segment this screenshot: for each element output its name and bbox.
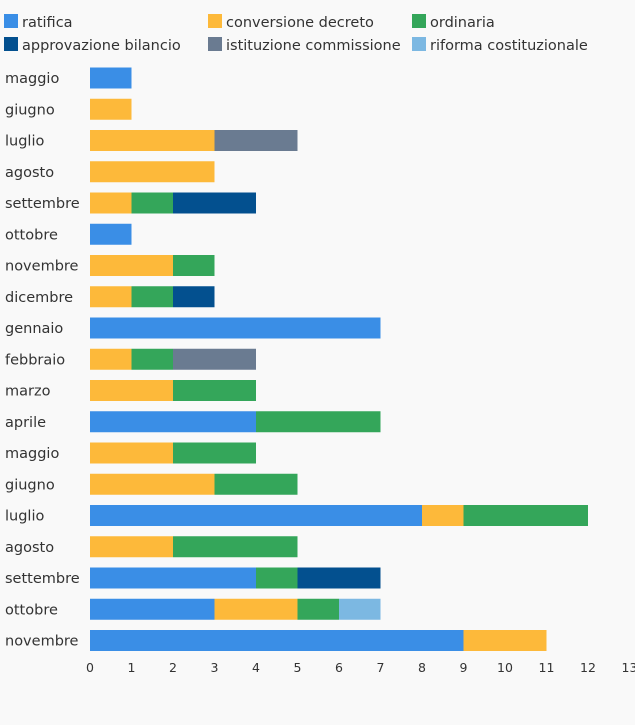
x-tick-label: 12 [580,660,596,675]
category-label: novembre [5,634,79,650]
bar-segment [463,505,588,526]
bar-segment [256,411,381,433]
legend-swatch-0 [4,14,18,28]
x-tick-label: 4 [252,660,260,675]
bar-segment [90,192,132,214]
x-tick-label: 6 [335,660,343,675]
bar-segment [214,473,298,495]
category-label: agosto [5,540,54,556]
bar-segment [90,223,132,245]
category-label: agosto [5,165,54,181]
bar-segment [90,67,132,89]
bar-segment [173,536,298,558]
x-tick-label: 8 [418,660,426,675]
legend: ratifica conversione decreto ordinaria appr… [4,14,588,54]
category-label: novembre [5,259,79,275]
bar-segment [90,255,173,276]
legend-swatch-3 [4,37,18,51]
category-label: settembre [5,571,80,587]
category-label: luglio [5,134,44,150]
bar-segment [90,130,215,151]
bars [90,67,588,651]
category-label: settembre [5,196,80,212]
bar-segment [339,598,381,620]
legend-label-5: riforma costituzionale [430,38,588,54]
category-label: marzo [5,384,51,400]
bar-segment [256,567,298,589]
bar-segment [90,442,173,464]
bar-segment [131,286,173,308]
legend-swatch-5 [412,37,426,51]
x-tick-label: 13 [622,660,635,675]
bar-segment [90,380,173,401]
bar-segment [90,317,381,339]
category-label: aprile [5,415,46,431]
category-label: ottobre [5,227,58,243]
x-tick-label: 7 [377,660,385,675]
bar-segment [90,505,422,526]
category-labels: maggio giugno luglio agosto settembre ottobre… [5,71,80,650]
bar-segment [297,598,339,620]
bar-segment [173,286,215,308]
legend-label-0: ratifica [22,15,73,31]
category-label: febbraio [5,352,65,368]
bar-segment [90,598,215,620]
bar-segment [173,192,256,214]
bar-segment [90,411,256,433]
x-tick-label: 5 [294,660,302,675]
legend-label-2: ordinaria [430,15,495,31]
legend-label-3: approvazione bilancio [22,38,181,54]
x-axis: 0 1 2 3 4 5 6 7 8 9 10 11 12 13 [86,660,635,675]
bar-segment [90,161,215,183]
bar-segment [173,380,256,401]
category-label: maggio [5,71,59,87]
bar-segment [131,192,173,214]
x-tick-label: 1 [128,660,136,675]
legend-label-4: istituzione commissione [226,38,401,54]
legend-swatch-4 [208,37,222,51]
bar-segment [90,473,215,495]
category-label: ottobre [5,602,58,618]
bar-segment [90,98,132,120]
legend-swatch-2 [412,14,426,28]
category-label: giugno [5,477,55,493]
bar-segment [297,567,381,589]
x-tick-label: 2 [169,660,177,675]
bar-segment [90,348,132,370]
category-label: maggio [5,446,59,462]
x-tick-label: 11 [539,660,555,675]
bar-segment [131,348,173,370]
bar-segment [214,598,298,620]
bar-segment [90,567,256,589]
bar-segment [422,505,464,526]
x-tick-label: 9 [460,660,468,675]
bar-segment [173,442,256,464]
bar-segment [90,630,464,651]
category-label: giugno [5,102,55,118]
x-tick-label: 10 [497,660,513,675]
x-tick-label: 0 [86,660,94,675]
legend-label-1: conversione decreto [226,15,374,31]
x-tick-label: 3 [211,660,219,675]
category-label: dicembre [5,290,73,306]
bar-segment [173,348,256,370]
category-label: luglio [5,509,44,525]
bar-segment [214,130,298,151]
bar-segment [463,630,547,651]
bar-segment [90,536,173,558]
bar-segment [173,255,215,276]
bar-segment [90,286,132,308]
category-label: gennaio [5,321,63,337]
legend-swatch-1 [208,14,222,28]
